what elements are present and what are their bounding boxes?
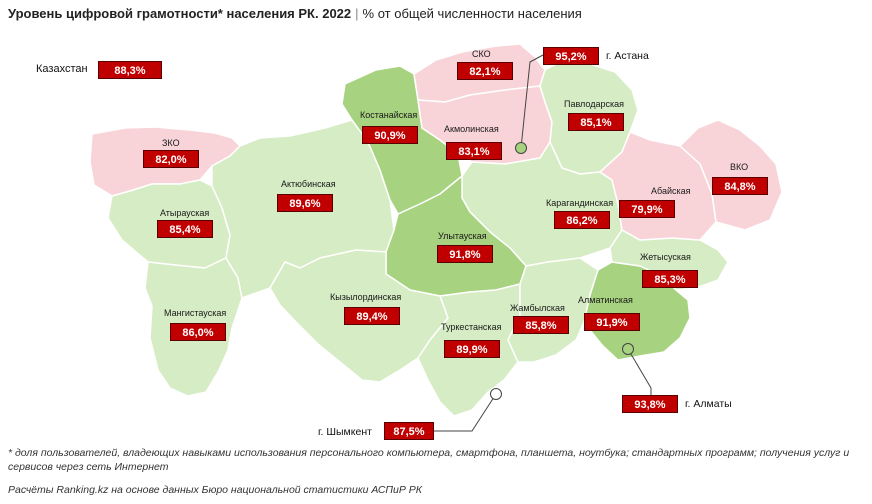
value-pavlodar: 85,1% bbox=[568, 113, 624, 131]
label-vko: ВКО bbox=[730, 162, 748, 172]
almaty-leader-line bbox=[627, 348, 652, 397]
label-almaty-region: Алматинская bbox=[578, 295, 633, 305]
value-vko: 84,8% bbox=[712, 177, 768, 195]
value-mangistau: 86,0% bbox=[170, 323, 226, 341]
label-akmola: Акмолинская bbox=[444, 124, 499, 134]
value-aktobe: 89,6% bbox=[277, 194, 333, 212]
value-zhambyl: 85,8% bbox=[513, 316, 569, 334]
value-shymkent: 87,5% bbox=[384, 422, 434, 440]
label-shymkent: г. Шымкент bbox=[318, 426, 372, 438]
page-title: Уровень цифровой грамотности* населения … bbox=[8, 6, 582, 21]
chart-subtitle: % от общей численности населения bbox=[362, 6, 582, 21]
value-kostanay: 90,9% bbox=[362, 126, 418, 144]
label-atyrau: Атырауская bbox=[160, 208, 209, 218]
label-turkestan: Туркестанская bbox=[441, 322, 502, 332]
value-almaty-city: 93,8% bbox=[622, 395, 678, 413]
value-kyzylorda: 89,4% bbox=[344, 307, 400, 325]
label-zhambyl: Жамбылская bbox=[510, 303, 565, 313]
astana-marker[interactable] bbox=[515, 142, 527, 154]
value-sko: 82,1% bbox=[457, 62, 513, 80]
label-zko: ЗКО bbox=[162, 138, 180, 148]
value-atyrau: 85,4% bbox=[157, 220, 213, 238]
label-aktobe: Актюбинская bbox=[281, 179, 336, 189]
label-abay: Абайская bbox=[651, 186, 691, 196]
label-karaganda: Карагандинская bbox=[546, 198, 613, 208]
shymkent-leader-line bbox=[432, 393, 497, 432]
label-mangistau: Мангистауская bbox=[164, 308, 226, 318]
national-label: Казахстан bbox=[36, 63, 88, 75]
value-almaty-region: 91,9% bbox=[584, 313, 640, 331]
astana-leader-line bbox=[520, 54, 544, 149]
value-zhetysu: 85,3% bbox=[642, 270, 698, 288]
label-zhetysu: Жетысуская bbox=[640, 252, 691, 262]
value-astana: 95,2% bbox=[543, 47, 599, 65]
value-akmola: 83,1% bbox=[446, 142, 502, 160]
value-abay: 79,9% bbox=[619, 200, 675, 218]
label-ulytau: Улытауская bbox=[438, 231, 487, 241]
footnote-definition: * доля пользователей, владеющих навыками… bbox=[8, 447, 850, 473]
chart-title: Уровень цифровой грамотности* населения … bbox=[8, 6, 352, 21]
label-kostanay: Костанайская bbox=[360, 110, 417, 120]
label-almaty-city: г. Алматы bbox=[685, 398, 732, 410]
value-ulytau: 91,8% bbox=[437, 245, 493, 263]
value-zko: 82,0% bbox=[143, 150, 199, 168]
footnote-source: Расчёты Ranking.kz на основе данных Бюро… bbox=[8, 484, 422, 496]
title-separator: | bbox=[355, 6, 359, 21]
national-value-badge: 88,3% bbox=[98, 61, 162, 79]
label-sko: СКО bbox=[472, 49, 491, 59]
label-pavlodar: Павлодарская bbox=[564, 99, 624, 109]
shymkent-marker[interactable] bbox=[490, 388, 502, 400]
value-karaganda: 86,2% bbox=[554, 211, 610, 229]
region-zhambyl[interactable] bbox=[507, 257, 599, 363]
label-astana: г. Астана bbox=[606, 50, 649, 62]
label-kyzylorda: Кызылординская bbox=[330, 292, 401, 302]
value-turkestan: 89,9% bbox=[444, 340, 500, 358]
almaty-marker[interactable] bbox=[622, 343, 634, 355]
